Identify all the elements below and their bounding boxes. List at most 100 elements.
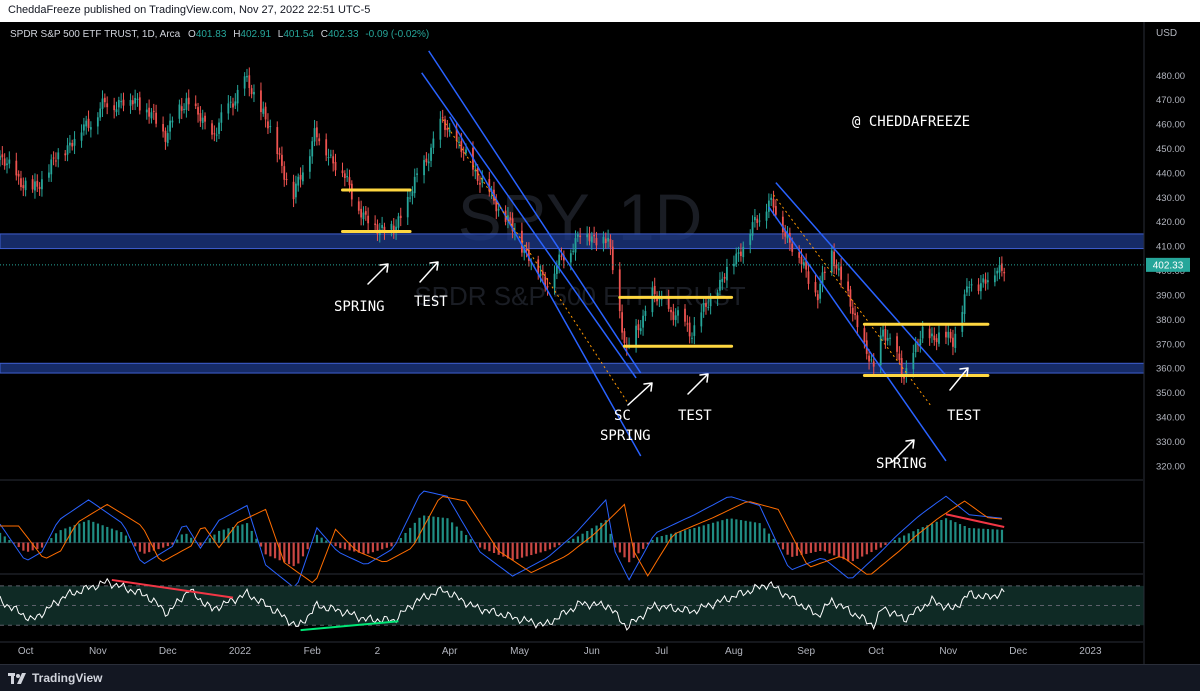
candle-body-223 (724, 277, 726, 279)
candle-body-15 (48, 173, 50, 178)
macd-bar-113 (526, 543, 528, 557)
candle-body-264 (857, 315, 859, 327)
tradingview-logo[interactable]: TradingView (8, 671, 102, 685)
candle-body-96 (311, 141, 313, 156)
candle-body-27 (85, 121, 87, 127)
macd-bar-22 (102, 525, 104, 542)
price-tick-13: 350.00 (1156, 388, 1185, 399)
legend-l-value: 401.54 (283, 29, 314, 40)
macd-bar-110 (512, 543, 514, 561)
macd-bar-54 (251, 531, 253, 543)
sr-zone-0 (0, 234, 1144, 249)
macd-bar-83 (386, 543, 388, 548)
candle-body-235 (766, 212, 768, 221)
macd-bar-131 (609, 534, 611, 543)
candle-body-273 (887, 338, 889, 341)
candle-body-281 (915, 343, 917, 352)
candle-body-80 (260, 90, 262, 112)
candle-body-100 (325, 139, 327, 155)
candle-body-98 (316, 127, 318, 137)
macd-bar-79 (367, 543, 369, 554)
candle-body-296 (964, 294, 966, 314)
macd-bar-35 (162, 543, 164, 548)
macd-bar-160 (745, 521, 747, 543)
candle-body-221 (719, 280, 721, 291)
macd-bar-147 (684, 530, 686, 542)
macd-bar-203 (945, 518, 947, 542)
macd-bar-27 (125, 536, 127, 543)
candle-body-272 (884, 329, 886, 341)
macd-bar-88 (409, 528, 411, 543)
candle-body-109 (351, 184, 353, 200)
candle-body-4 (8, 160, 10, 164)
candle-body-267 (868, 356, 870, 362)
macd-bar-141 (656, 537, 658, 542)
test1-text: TEST (414, 294, 448, 310)
price-tick-1: 470.00 (1156, 95, 1185, 106)
candle-body-265 (864, 328, 866, 342)
candle-body-251 (817, 294, 819, 300)
candle-body-66 (213, 133, 215, 134)
macd-bar-173 (805, 543, 807, 554)
sr-zone-1 (0, 363, 1144, 373)
time-tick-14: Dec (1009, 646, 1027, 657)
macd-bar-174 (810, 543, 812, 553)
macd-bar-133 (619, 543, 621, 553)
price-tick-7: 410.00 (1156, 242, 1185, 253)
candle-body-12 (36, 181, 38, 187)
candle-body-56 (181, 106, 183, 111)
time-tick-2: Dec (159, 646, 177, 657)
legend-c-label: C (321, 29, 328, 40)
time-tick-13: Nov (939, 646, 957, 657)
time-tick-4: Feb (304, 646, 322, 657)
macd-bar-188 (875, 543, 877, 550)
last-price: 402.33 (1146, 258, 1190, 272)
macd-bar-207 (964, 526, 966, 543)
candle-body-293 (952, 338, 954, 347)
macd-bar-208 (968, 528, 970, 543)
candle-body-275 (896, 336, 898, 352)
candle-body-9 (25, 181, 27, 191)
macd-bar-41 (190, 538, 192, 543)
candle-body-97 (314, 128, 316, 141)
macd-bar-12 (55, 533, 57, 542)
candle-body-177 (575, 238, 577, 252)
macd-bar-26 (120, 532, 122, 543)
spring2-text: SPRING (600, 428, 651, 444)
candle-body-291 (947, 332, 949, 338)
macd-bar-62 (288, 543, 290, 565)
macd-bar-101 (470, 539, 472, 542)
candle-body-55 (179, 105, 181, 119)
candle-body-254 (824, 272, 826, 273)
candle-body-50 (162, 124, 164, 131)
macd-bar-82 (381, 543, 383, 550)
candle-body-258 (838, 268, 840, 270)
candle-body-196 (638, 324, 640, 330)
candle-body-133 (430, 148, 432, 161)
macd-bar-21 (97, 524, 99, 543)
macd-bar-162 (754, 522, 756, 542)
candle-body-301 (980, 283, 982, 291)
candle-body-5 (15, 161, 17, 176)
macd-bar-114 (530, 543, 532, 555)
candle-body-21 (67, 145, 69, 154)
chart-canvas[interactable]: SPY, 1D SPDR S&P 500 ETF TRUST SPDR S&P … (0, 22, 1200, 664)
macd-bar-213 (992, 529, 994, 542)
candle-body-289 (938, 332, 940, 343)
candle-body-58 (185, 98, 187, 110)
macd-bar-86 (400, 538, 402, 543)
macd-bar-34 (157, 543, 159, 549)
candle-body-288 (936, 338, 938, 342)
macd-bar-104 (484, 543, 486, 550)
macd-bar-58 (269, 543, 271, 557)
macd-bar-100 (465, 535, 467, 543)
time-tick-9: Jul (655, 646, 668, 657)
time-tick-7: May (510, 646, 529, 657)
time-tick-11: Sep (797, 646, 815, 657)
candle-body-205 (668, 297, 670, 308)
macd-bar-36 (167, 543, 169, 546)
candle-body-113 (365, 211, 367, 215)
candle-body-22 (69, 143, 71, 146)
candle-body-260 (847, 282, 849, 291)
candle-body-47 (151, 112, 153, 118)
